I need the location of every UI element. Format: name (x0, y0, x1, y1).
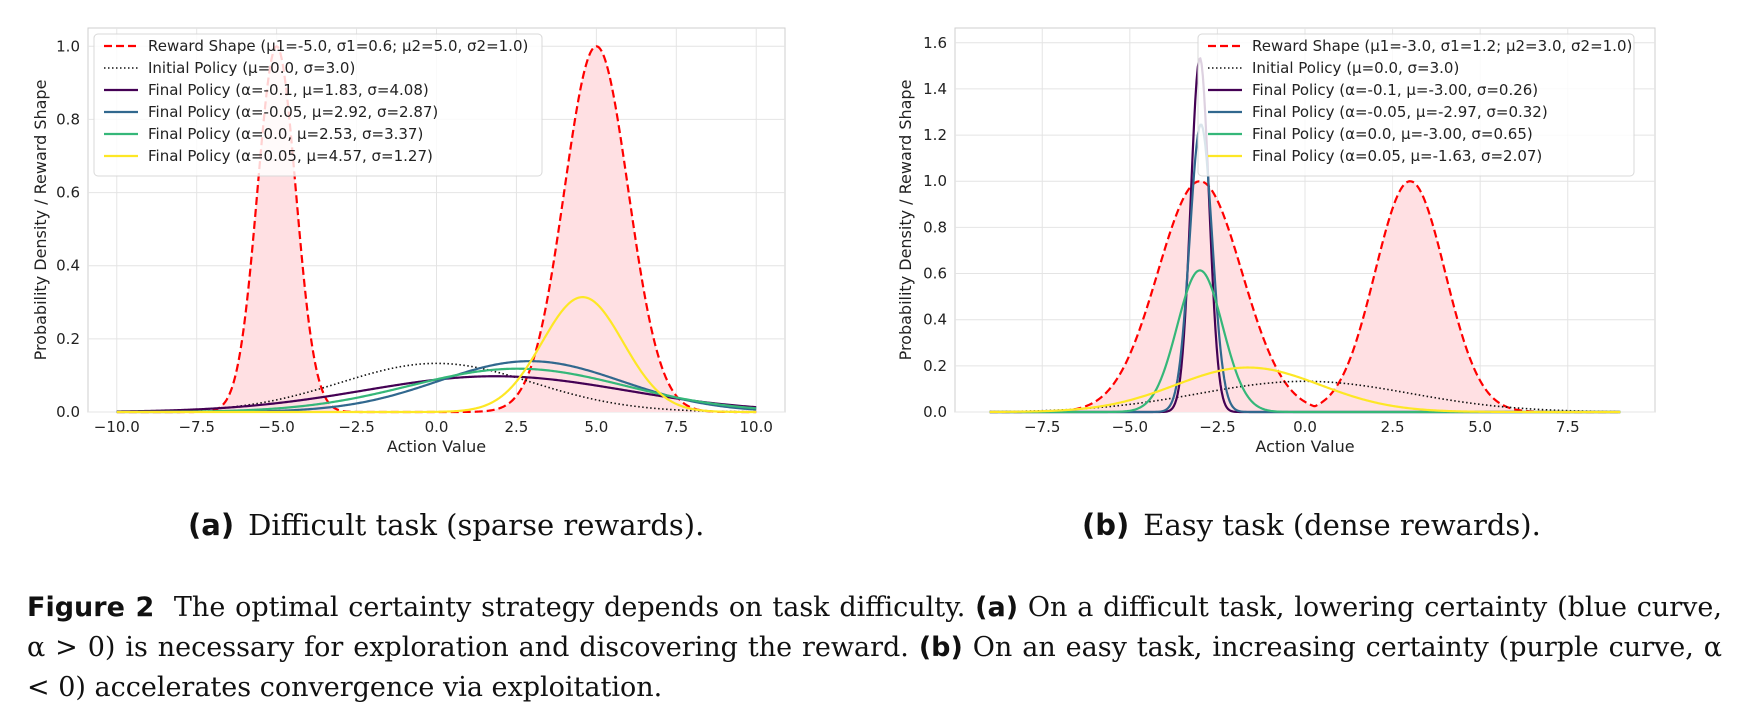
legend-label: Final Policy (α=0.0, μ=-3.00, σ=0.65) (1252, 125, 1533, 143)
y-tick-label: 0.2 (56, 330, 80, 348)
legend-label: Final Policy (α=0.05, μ=-1.63, σ=2.07) (1252, 147, 1542, 165)
chart-b: −7.5 −5.0 −2.5 0.0 2.5 5.0 7.5 0.0 0.2 0.4 0.6 0.8 1… (896, 27, 1656, 456)
caption-part3: On an easy task, increasing certainty (p… (27, 632, 1722, 703)
caption-label: Figure 2 (27, 592, 155, 623)
x-tick-label: 2.5 (1381, 418, 1405, 436)
x-tick-label: 7.5 (1556, 418, 1580, 436)
legend-label: Final Policy (α=0.0, μ=2.53, σ=3.37) (148, 125, 423, 143)
chart-panel-a: −10.0 −7.5 −5.0 −2.5 0.0 2.5 5.0 7.5 10.0 0.0 0.2 0… (20, 8, 860, 493)
x-tick-label: 2.5 (505, 418, 529, 436)
x-tick-label: 7.5 (664, 418, 688, 436)
y-tick-label: 0.8 (56, 110, 80, 128)
y-tick-label: 0.2 (923, 357, 947, 375)
x-tick-label: 10.0 (740, 418, 773, 436)
reward-shape-fill (989, 181, 1621, 412)
chart-panel-b: −7.5 −5.0 −2.5 0.0 2.5 5.0 7.5 0.0 0.2 0.4 0.6 0.8 1… (885, 8, 1715, 493)
figure-caption: Figure 2 The optimal certainty strategy … (27, 588, 1722, 708)
legend-label: Final Policy (α=-0.1, μ=-3.00, σ=0.26) (1252, 81, 1538, 99)
final-policy-line (116, 296, 757, 414)
initial-policy-line (116, 362, 757, 413)
y-tick-label: 1.6 (923, 34, 947, 52)
legend-label: Initial Policy (μ=0.0, σ=3.0) (148, 59, 355, 77)
caption-tag-a: (a) (975, 592, 1019, 623)
legend-box (1197, 33, 1635, 177)
legend-box (93, 33, 543, 177)
y-tick-label: 0.4 (56, 257, 80, 275)
legend-label: Reward Shape (μ1=-5.0, σ1=0.6; μ2=5.0, σ… (148, 37, 528, 55)
y-tick-label: 0.6 (56, 184, 80, 202)
subcaption-a-tag: (a) (188, 508, 235, 542)
x-tick-label: −2.5 (1199, 418, 1235, 436)
legend-label: Final Policy (α=0.05, μ=4.57, σ=1.27) (148, 147, 433, 165)
reward-shape-line (116, 45, 757, 414)
legend-label: Final Policy (α=-0.1, μ=1.83, σ=4.08) (148, 81, 429, 99)
x-tick-label: 5.0 (1468, 418, 1492, 436)
x-axis-label: Action Value (387, 437, 486, 456)
y-axis-label: Probability Density / Reward Shape (31, 80, 50, 361)
x-tick-label: 0.0 (1293, 418, 1317, 436)
x-tick-label: 5.0 (584, 418, 608, 436)
x-tick-label: −5.0 (1112, 418, 1148, 436)
y-tick-label: 0.8 (923, 218, 947, 236)
legend-label: Initial Policy (μ=0.0, σ=3.0) (1252, 59, 1459, 77)
y-tick-label: 1.0 (56, 37, 80, 55)
subcaption-a: (a) Difficult task (sparse rewards). (188, 508, 704, 542)
subcaption-a-text: Difficult task (sparse rewards). (248, 508, 705, 542)
x-tick-label: −2.5 (338, 418, 374, 436)
caption-part2: On a difficult task, lowering certainty … (27, 592, 1722, 663)
reward-shape-line (989, 180, 1621, 414)
x-tick-label: −7.5 (1024, 418, 1060, 436)
caption-part1: The optimal certainty strategy depends o… (173, 592, 966, 623)
y-tick-label: 1.4 (923, 80, 947, 98)
caption-tag-b: (b) (918, 632, 963, 663)
legend-label: Final Policy (α=-0.05, μ=-2.97, σ=0.32) (1252, 103, 1548, 121)
x-tick-label: −10.0 (94, 418, 140, 436)
chart-a: −10.0 −7.5 −5.0 −2.5 0.0 2.5 5.0 7.5 10.0 0.0 0.2 0… (31, 27, 786, 456)
x-axis-label: Action Value (1255, 437, 1354, 456)
x-tick-label: 0.0 (425, 418, 449, 436)
legend-label: Final Policy (α=-0.05, μ=2.92, σ=2.87) (148, 103, 438, 121)
x-tick-label: −7.5 (178, 418, 214, 436)
y-tick-label: 1.0 (923, 172, 947, 190)
y-axis-label: Probability Density / Reward Shape (896, 80, 915, 361)
subcaption-b-tag: (b) (1082, 508, 1130, 542)
subcaption-b: (b) Easy task (dense rewards). (1082, 508, 1541, 542)
y-tick-label: 0.6 (923, 265, 947, 283)
legend-label: Reward Shape (μ1=-3.0, σ1=1.2; μ2=3.0, σ… (1252, 37, 1632, 55)
y-tick-label: 0.4 (923, 311, 947, 329)
y-tick-label: 0.0 (56, 403, 80, 421)
subcaption-b-text: Easy task (dense rewards). (1143, 508, 1541, 542)
final-policy-line (989, 366, 1621, 414)
y-tick-label: 0.0 (923, 403, 947, 421)
y-tick-label: 1.2 (923, 126, 947, 144)
x-tick-label: −5.0 (258, 418, 294, 436)
